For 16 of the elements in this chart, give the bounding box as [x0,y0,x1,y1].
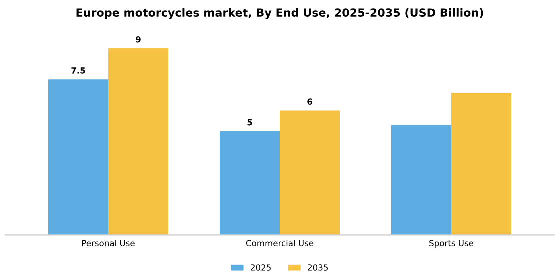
bar [452,93,512,236]
data-label: 6 [308,98,312,105]
x-tick-label: Sports Use [430,240,474,248]
chart-title: Europe motorcycles market, By End Use, 2025-2035 (USD Billion) [76,8,484,20]
x-tick-label: Personal Use [82,240,135,247]
data-label: 5 [248,120,252,126]
bar [280,110,340,236]
data-label: 7.5 [72,68,86,74]
legend-label: 2025 [251,264,271,271]
bar [48,80,108,236]
bar [108,48,169,236]
legend-label: 2035 [308,264,328,271]
data-label: 9 [136,36,141,43]
x-tick-label: Commercial Use [246,240,314,247]
bar [391,125,452,236]
bar [220,131,280,236]
